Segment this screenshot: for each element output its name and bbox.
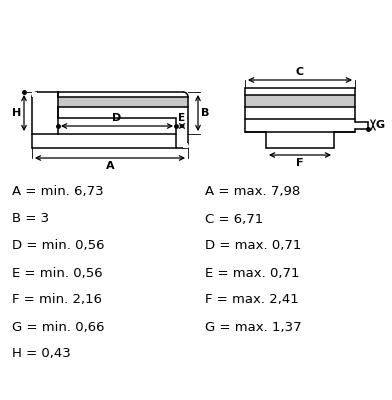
Bar: [58, 97, 188, 107]
Text: G: G: [376, 120, 385, 130]
Text: A: A: [106, 161, 114, 171]
Text: C: C: [296, 67, 304, 77]
Text: E: E: [178, 113, 185, 123]
Text: B: B: [201, 108, 209, 118]
Bar: [245, 95, 355, 107]
Text: D = max. 0,71: D = max. 0,71: [205, 240, 301, 252]
Bar: [245, 88, 355, 132]
Text: F = max. 2,41: F = max. 2,41: [205, 294, 299, 306]
Text: B = 3: B = 3: [12, 212, 49, 226]
Bar: [355, 122, 368, 128]
Bar: [58, 92, 188, 118]
Text: G = min. 0,66: G = min. 0,66: [12, 320, 105, 334]
Text: F = min. 2,16: F = min. 2,16: [12, 294, 102, 306]
Text: D = min. 0,56: D = min. 0,56: [12, 240, 105, 252]
Bar: [32, 134, 188, 148]
Text: F: F: [296, 158, 304, 168]
Text: A = max. 7,98: A = max. 7,98: [205, 186, 300, 198]
Bar: [32, 92, 58, 140]
Text: G = max. 1,37: G = max. 1,37: [205, 320, 301, 334]
Text: E = min. 0,56: E = min. 0,56: [12, 266, 103, 280]
Text: D: D: [113, 113, 122, 123]
Text: A = min. 6,73: A = min. 6,73: [12, 186, 103, 198]
Text: E = max. 0,71: E = max. 0,71: [205, 266, 299, 280]
Text: H = 0,43: H = 0,43: [12, 348, 71, 360]
Text: H: H: [12, 108, 21, 118]
Bar: [32, 92, 37, 97]
Bar: [266, 132, 334, 148]
Text: C = 6,71: C = 6,71: [205, 212, 263, 226]
Bar: [176, 118, 188, 148]
Bar: [183, 143, 188, 148]
